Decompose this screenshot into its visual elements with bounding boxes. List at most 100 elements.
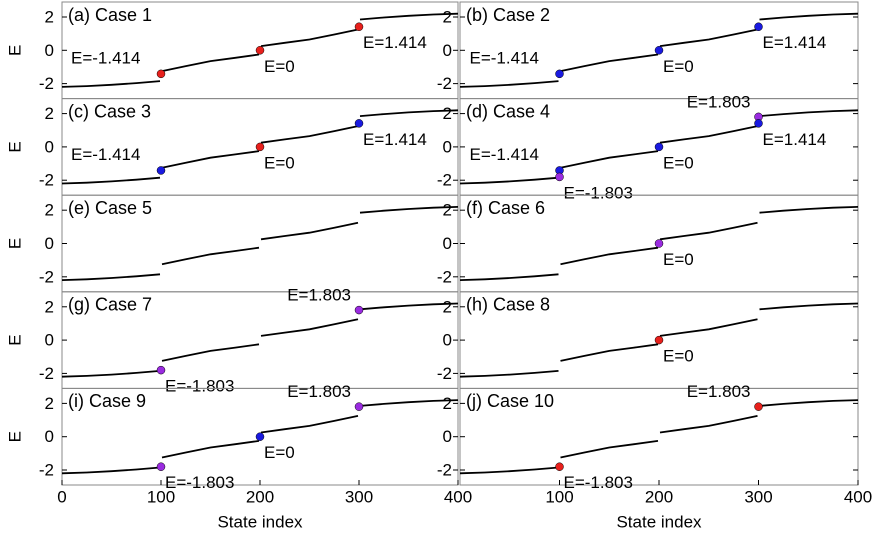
marker <box>354 305 364 315</box>
spectrum-line <box>459 206 859 281</box>
y-tick-label: 2 <box>443 297 452 316</box>
panel-title: (b) Case 2 <box>466 5 550 25</box>
marker <box>754 119 763 128</box>
marker-label: E=1.803 <box>287 286 351 305</box>
y-tick-label: 2 <box>443 7 452 26</box>
y-tick-label: -2 <box>437 460 452 479</box>
y-tick-label: 2 <box>443 394 452 413</box>
panel-title: (e) Case 5 <box>68 198 152 218</box>
panel-title: (h) Case 8 <box>466 295 550 315</box>
marker-label: E=1.414 <box>763 130 827 149</box>
y-tick-label: 0 <box>443 331 452 350</box>
y-tick-label: -2 <box>39 364 54 383</box>
x-tick-label: 100 <box>545 487 573 506</box>
x-tick-label: 400 <box>844 487 872 506</box>
marker-label: E=-1.803 <box>564 473 633 492</box>
spectrum-line <box>459 12 859 88</box>
x-tick-label: 200 <box>246 487 274 506</box>
marker-label: E=0 <box>264 443 295 462</box>
x-tick-label: 300 <box>345 487 373 506</box>
marker <box>654 335 664 345</box>
marker <box>754 22 763 31</box>
marker <box>354 402 364 411</box>
marker-label: E=-1.803 <box>165 473 234 492</box>
marker-label: E=1.803 <box>287 382 351 401</box>
marker <box>255 46 265 55</box>
marker <box>555 69 564 79</box>
marker <box>156 166 166 175</box>
marker <box>156 462 166 471</box>
x-tick-label: 100 <box>147 487 175 506</box>
spectrum-line <box>459 302 859 378</box>
spectrum-line <box>61 12 459 88</box>
marker-label: E=1.414 <box>763 33 827 52</box>
spectrum-line <box>61 206 459 281</box>
marker <box>654 239 664 248</box>
y-tick-label: -2 <box>39 171 54 190</box>
panel-title: (f) Case 6 <box>466 198 545 218</box>
y-tick-label: 0 <box>443 137 452 156</box>
marker-label: E=1.803 <box>687 382 751 401</box>
marker <box>654 46 664 55</box>
y-tick-label: 0 <box>443 41 452 60</box>
marker <box>255 142 265 152</box>
x-tick-label: 0 <box>57 487 66 506</box>
panel-title: (c) Case 3 <box>68 101 151 121</box>
y-tick-label: 2 <box>45 394 54 413</box>
marker-label: E=-1.803 <box>165 377 234 396</box>
y-tick-label: 0 <box>45 41 54 60</box>
marker <box>255 432 265 441</box>
spectrum-line <box>61 109 459 185</box>
y-tick-label: 0 <box>443 427 452 446</box>
marker-label: E=-1.414 <box>470 145 539 164</box>
y-tick-label: 0 <box>45 427 54 446</box>
marker <box>555 172 564 182</box>
marker-label: E=1.414 <box>363 130 427 149</box>
y-tick-label: 0 <box>45 137 54 156</box>
marker-label: E=-1.414 <box>71 145 140 164</box>
spectrum-line <box>61 302 459 378</box>
marker-label: E=0 <box>264 153 295 172</box>
y-tick-label: 2 <box>45 7 54 26</box>
marker <box>354 22 364 31</box>
x-axis-label: State index <box>217 512 303 531</box>
marker <box>156 365 166 375</box>
marker-label: E=0 <box>663 347 694 366</box>
y-tick-label: 0 <box>45 331 54 350</box>
marker <box>354 119 364 128</box>
y-tick-label: -2 <box>437 267 452 286</box>
marker-label: E=1.414 <box>363 33 427 52</box>
y-tick-label: 0 <box>45 234 54 253</box>
y-axis-label: E <box>5 431 24 442</box>
x-tick-label: 200 <box>645 487 673 506</box>
x-tick-label: 400 <box>444 487 472 506</box>
panel-title: (d) Case 4 <box>466 101 550 121</box>
panel-title: (g) Case 7 <box>68 295 152 315</box>
y-tick-label: 2 <box>45 104 54 123</box>
y-axis-label: E <box>5 141 24 152</box>
y-tick-label: -2 <box>39 74 54 93</box>
x-tick-label: 300 <box>744 487 772 506</box>
marker-label: E=-1.414 <box>470 48 539 67</box>
marker-label: E=0 <box>663 57 694 76</box>
y-tick-label: 0 <box>443 234 452 253</box>
marker-label: E=1.803 <box>687 92 751 111</box>
y-axis-label: E <box>5 238 24 249</box>
y-tick-label: 2 <box>443 104 452 123</box>
y-tick-label: -2 <box>437 364 452 383</box>
y-tick-label: 2 <box>443 201 452 220</box>
y-tick-label: -2 <box>437 74 452 93</box>
panel-title: (a) Case 1 <box>68 5 152 25</box>
marker-label: E=-1.803 <box>564 183 633 202</box>
marker <box>156 69 166 79</box>
marker <box>754 402 763 411</box>
marker-label: E=0 <box>663 250 694 269</box>
panel-title: (i) Case 9 <box>68 391 146 411</box>
y-axis-label: E <box>5 334 24 345</box>
marker <box>654 142 664 152</box>
y-tick-label: 2 <box>45 297 54 316</box>
marker-label: E=0 <box>663 153 694 172</box>
y-tick-label: 2 <box>45 201 54 220</box>
x-axis-label: State index <box>616 512 702 531</box>
